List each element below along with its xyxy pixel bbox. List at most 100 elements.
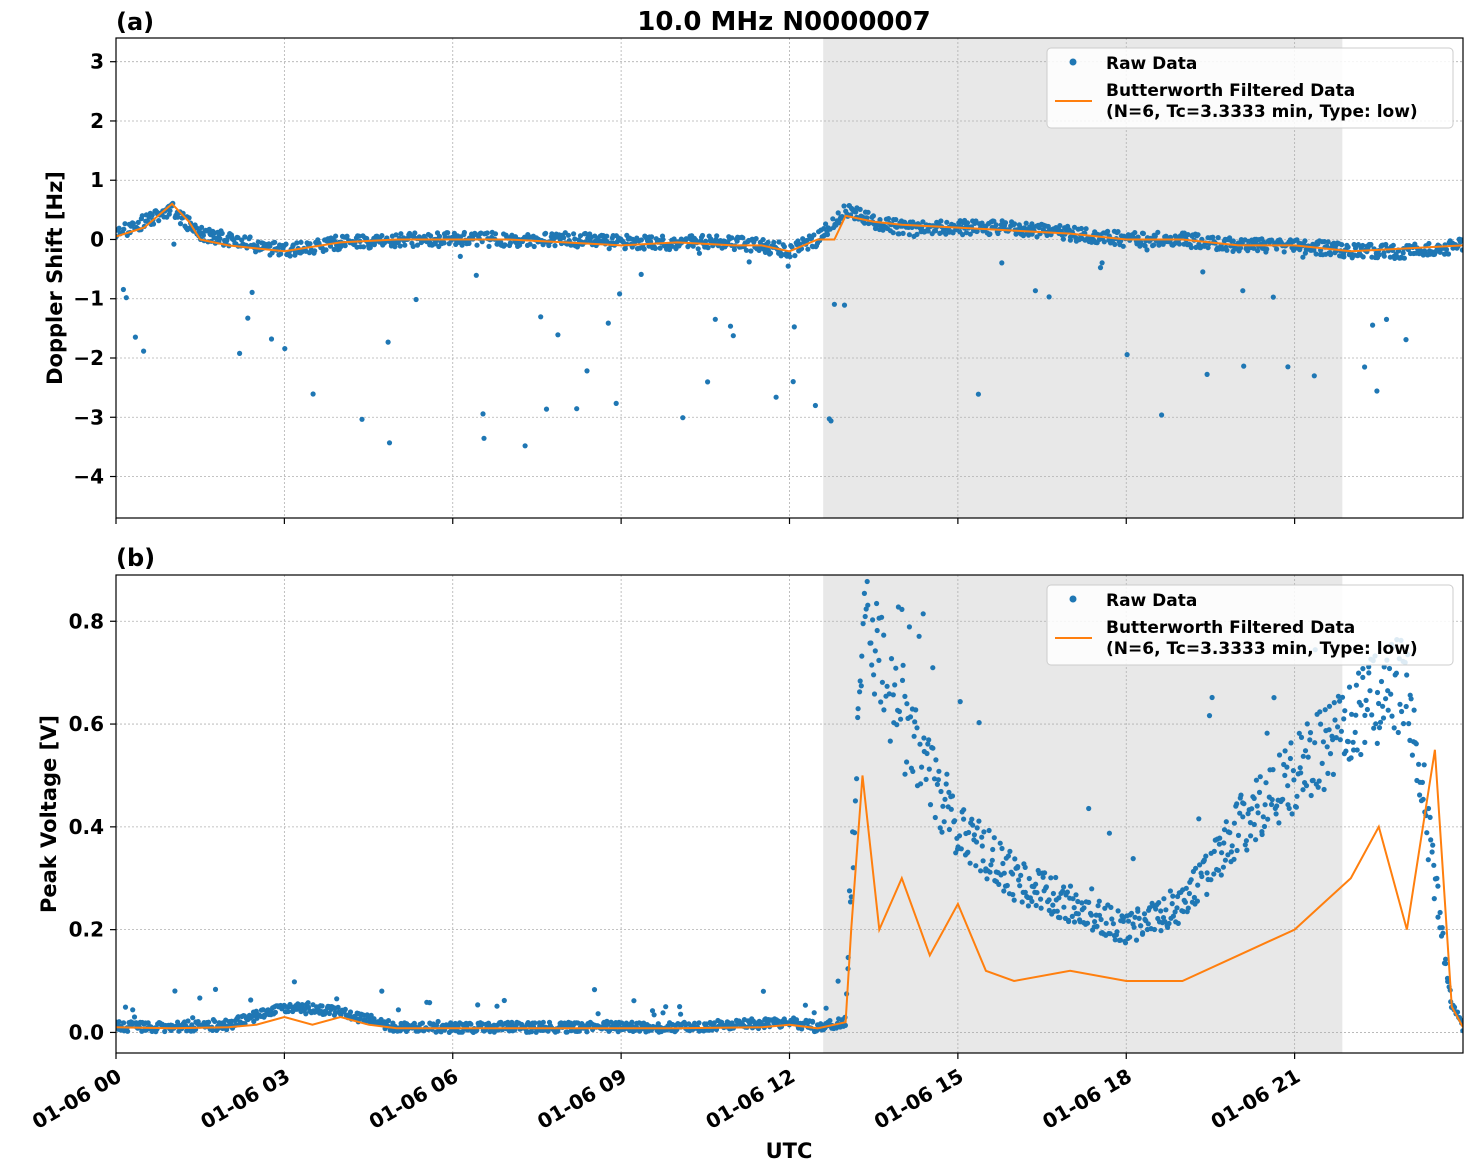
raw-point	[802, 1002, 809, 1008]
raw-point	[1033, 881, 1039, 887]
raw-point	[1331, 700, 1337, 706]
raw-point	[810, 1019, 816, 1025]
y-tick-label-2: 0.4	[69, 815, 104, 839]
raw-point	[944, 219, 950, 225]
raw-point	[1320, 739, 1326, 745]
raw-point	[412, 230, 418, 236]
raw-point	[1376, 700, 1382, 707]
raw-point	[1015, 864, 1021, 870]
panel-a-x-ticks	[115, 518, 1296, 524]
raw-point	[887, 738, 893, 744]
x-tick-label-3: 01-06 09	[533, 1064, 631, 1134]
raw-point	[1107, 931, 1113, 937]
raw-point	[1075, 911, 1081, 917]
raw-point	[237, 350, 243, 356]
raw-point	[852, 798, 859, 804]
raw-point	[1270, 294, 1276, 300]
raw-point	[474, 242, 480, 248]
raw-point	[943, 781, 949, 787]
raw-point	[920, 219, 926, 225]
raw-point	[1097, 265, 1104, 271]
raw-point	[975, 391, 982, 397]
raw-point	[245, 315, 251, 321]
y-tick-label-4: −1	[73, 287, 104, 311]
raw-point	[1318, 721, 1324, 727]
raw-point	[1440, 930, 1446, 936]
raw-point	[1050, 902, 1056, 908]
raw-point	[1120, 243, 1126, 249]
raw-point	[865, 209, 871, 215]
raw-point	[1045, 223, 1051, 230]
raw-point	[1373, 721, 1379, 727]
raw-point	[595, 1011, 601, 1017]
panel-b-x-ticks	[115, 1053, 1296, 1059]
raw-point	[857, 678, 863, 684]
y-tick-label-0: 3	[90, 50, 104, 74]
raw-point	[919, 764, 925, 770]
raw-point	[1376, 252, 1382, 258]
raw-point	[359, 416, 365, 422]
raw-point	[714, 233, 720, 239]
raw-point	[1368, 241, 1374, 248]
raw-point	[1038, 905, 1044, 911]
raw-point	[1054, 908, 1060, 914]
raw-point	[1215, 235, 1221, 241]
raw-point	[413, 296, 419, 303]
raw-point	[326, 1010, 332, 1017]
raw-point	[793, 1017, 800, 1023]
raw-point	[268, 336, 275, 342]
raw-point	[855, 714, 861, 721]
raw-point	[1364, 706, 1370, 713]
raw-point	[743, 247, 750, 253]
raw-point	[827, 1018, 833, 1024]
raw-point	[1460, 1028, 1463, 1034]
raw-point	[946, 789, 952, 796]
raw-point	[899, 677, 906, 684]
raw-point	[1431, 862, 1437, 868]
raw-point	[149, 212, 155, 218]
raw-point	[574, 406, 580, 412]
raw-point	[427, 1000, 433, 1006]
raw-point	[942, 796, 948, 802]
raw-point	[705, 245, 711, 251]
raw-point	[1061, 904, 1067, 910]
raw-point	[965, 849, 971, 855]
raw-point	[651, 1012, 657, 1018]
raw-point	[1145, 921, 1151, 927]
raw-point	[1376, 725, 1383, 731]
raw-point	[1360, 674, 1366, 681]
raw-point	[850, 865, 856, 871]
raw-point	[1022, 864, 1028, 871]
raw-point	[1260, 814, 1266, 820]
raw-point	[269, 250, 275, 256]
raw-point	[1341, 254, 1347, 260]
raw-point	[1285, 364, 1291, 370]
raw-point	[1312, 740, 1318, 746]
raw-point	[1151, 926, 1158, 933]
raw-point	[881, 632, 887, 638]
raw-point	[272, 239, 278, 245]
raw-point	[1103, 920, 1109, 926]
raw-point	[1195, 882, 1201, 888]
raw-point	[1406, 721, 1412, 727]
raw-point	[1362, 364, 1368, 370]
raw-point	[1363, 697, 1369, 704]
raw-point	[1285, 783, 1291, 789]
raw-point	[976, 720, 982, 726]
raw-point	[1061, 884, 1067, 890]
raw-point	[1390, 242, 1396, 248]
raw-point	[1108, 904, 1114, 911]
raw-point	[1004, 882, 1010, 889]
raw-point	[821, 226, 827, 232]
raw-point	[1071, 905, 1077, 911]
raw-point	[1066, 918, 1072, 925]
raw-point	[1216, 841, 1222, 847]
raw-point	[1060, 236, 1066, 242]
raw-point	[703, 238, 709, 244]
raw-point	[1284, 764, 1290, 770]
raw-point	[333, 233, 339, 239]
raw-point	[789, 244, 795, 250]
raw-point	[1040, 874, 1046, 880]
raw-point	[190, 1015, 196, 1021]
raw-point	[1237, 810, 1243, 816]
